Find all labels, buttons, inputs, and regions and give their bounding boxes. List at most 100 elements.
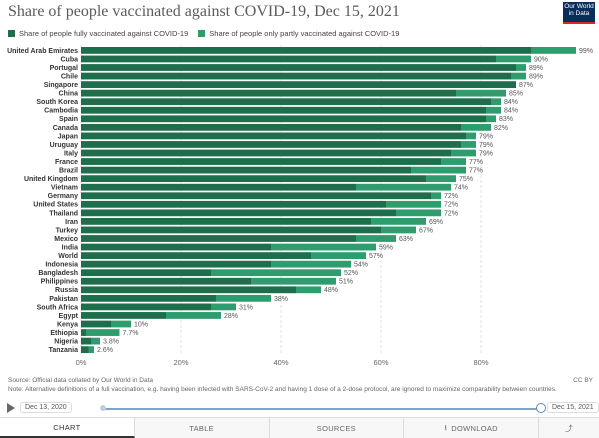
category-label: India	[62, 244, 78, 251]
bar-partly	[211, 303, 236, 311]
tab-sources[interactable]: SOURCES	[270, 418, 405, 438]
bar-fully	[81, 294, 216, 302]
bar-fully	[81, 141, 461, 148]
category-label: Thailand	[49, 210, 78, 217]
bar-partly	[426, 175, 456, 183]
bar-fully	[81, 286, 296, 294]
bar-partly	[431, 192, 441, 200]
bar-fully	[81, 192, 431, 200]
data-label: 7.7%	[123, 330, 139, 337]
bar-partly	[311, 252, 366, 259]
category-label: World	[58, 253, 78, 260]
timeline-end-date[interactable]: Dec 15, 2021	[547, 402, 599, 413]
bar-fully	[81, 183, 356, 191]
category-label: Uruguay	[50, 142, 79, 149]
bar-partly	[466, 132, 476, 140]
category-label: Brazil	[59, 168, 78, 175]
share-button[interactable]: ⤴	[539, 418, 599, 438]
bar-fully	[81, 218, 371, 225]
category-label: Canada	[53, 125, 78, 132]
bar-fully	[81, 243, 271, 251]
timeline-start-date[interactable]: Dec 13, 2020	[20, 402, 72, 413]
x-tick-label: 60%	[373, 358, 388, 367]
legend: Share of people fully vaccinated against…	[8, 29, 399, 38]
data-label: 90%	[534, 56, 548, 63]
data-label: 72%	[444, 193, 458, 200]
data-label: 75%	[459, 176, 473, 183]
category-label: Portugal	[50, 65, 78, 72]
data-label: 77%	[469, 159, 483, 166]
legend-label-fully: Share of people fully vaccinated against…	[19, 29, 189, 38]
bar-fully	[81, 252, 311, 259]
source-note: Source: Official data collated by Our Wo…	[8, 377, 153, 384]
data-label: 89%	[529, 73, 543, 80]
download-icon: ⭳	[444, 422, 448, 432]
bar-fully	[81, 123, 461, 131]
data-label: 38%	[274, 296, 288, 303]
bar-fully	[81, 81, 516, 88]
data-label: 79%	[479, 142, 493, 149]
tab-chart-label: CHART	[53, 422, 81, 432]
legend-item-fully[interactable]: Share of people fully vaccinated against…	[8, 29, 188, 38]
timeline-end-handle[interactable]	[536, 403, 546, 413]
category-label: Nigeria	[54, 339, 78, 346]
play-icon[interactable]	[7, 403, 15, 413]
bar-fully	[81, 303, 211, 311]
legend-item-partly[interactable]: Share of people only partly vaccinated a…	[198, 29, 399, 38]
data-label: 67%	[419, 227, 433, 234]
bar-fully	[81, 166, 411, 174]
logo-line-1: Our World	[564, 3, 594, 10]
category-label: Pakistan	[49, 296, 78, 303]
data-label: 10%	[134, 321, 148, 328]
x-tick-label: 80%	[473, 358, 488, 367]
logo-line-2: in Data	[568, 10, 590, 17]
data-label: 79%	[479, 150, 493, 157]
data-label: 79%	[479, 133, 493, 140]
category-label: South Korea	[36, 99, 78, 106]
x-tick-label: 40%	[273, 358, 288, 367]
data-label: 99%	[579, 48, 593, 55]
bar-partly	[356, 235, 396, 242]
data-label: 48%	[324, 287, 338, 294]
data-label: 2.6%	[97, 347, 113, 354]
bar-fully	[81, 149, 451, 157]
bar-partly	[396, 209, 441, 217]
data-label: 52%	[344, 270, 358, 277]
bar-partly	[456, 89, 506, 97]
timeline-start-handle[interactable]	[100, 405, 106, 411]
bar-partly	[86, 329, 120, 336]
category-label: Ethiopia	[50, 330, 78, 337]
data-label: 74%	[454, 185, 468, 192]
data-label: 51%	[339, 279, 353, 286]
tab-chart[interactable]: CHART	[0, 418, 135, 438]
bar-fully	[81, 260, 271, 268]
category-label: Vietnam	[51, 185, 78, 192]
license-label[interactable]: CC BY	[573, 377, 593, 384]
data-label: 72%	[444, 210, 458, 217]
bar-fully	[81, 346, 89, 354]
data-label: 82%	[494, 125, 508, 132]
bar-partly	[166, 312, 221, 319]
bar-partly	[516, 64, 526, 71]
bar-partly	[88, 346, 94, 354]
category-label: Cambodia	[44, 108, 78, 115]
data-label: 89%	[529, 65, 543, 72]
bar-partly	[211, 269, 341, 277]
category-label: Cuba	[61, 56, 79, 63]
bar-fully	[81, 320, 111, 328]
data-label: 77%	[469, 168, 483, 175]
bar-fully	[81, 158, 441, 165]
data-label: 69%	[429, 219, 443, 226]
bar-fully	[81, 106, 486, 114]
tab-download[interactable]: ⭳ DOWNLOAD	[404, 418, 539, 438]
bar-fully	[81, 132, 466, 140]
bar-partly	[461, 123, 491, 131]
owid-logo[interactable]: Our World in Data	[563, 2, 595, 24]
bar-fully	[81, 269, 211, 277]
legend-swatch-fully	[8, 30, 15, 37]
bar-partly	[491, 98, 501, 106]
tab-table[interactable]: TABLE	[135, 418, 270, 438]
category-label: Russia	[55, 287, 78, 294]
bar-partly	[386, 200, 441, 208]
category-label: Germany	[48, 193, 78, 200]
